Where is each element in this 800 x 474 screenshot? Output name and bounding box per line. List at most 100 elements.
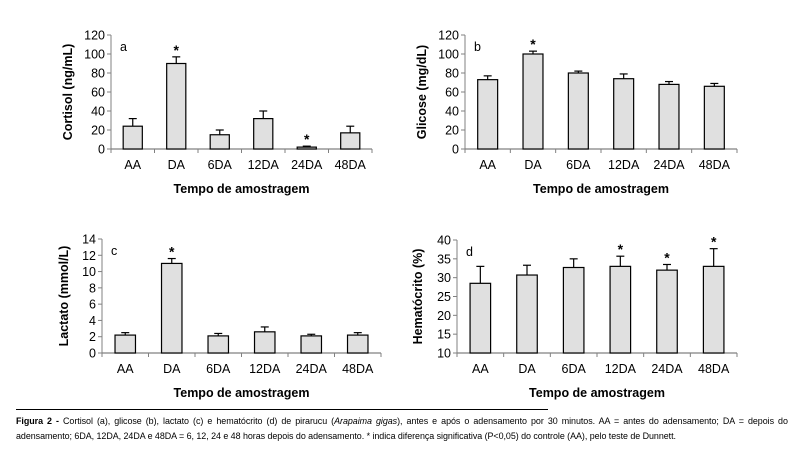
x-tick-label: AA xyxy=(472,362,489,376)
y-tick-label: 40 xyxy=(91,105,105,119)
y-tick-label: 40 xyxy=(445,105,459,119)
x-tick-label: AA xyxy=(124,158,141,172)
y-tick-label: 20 xyxy=(437,309,451,323)
bar-6DA xyxy=(209,134,230,150)
caption-text-1: Cortisol (a), glicose (b), lactato (c) e… xyxy=(58,416,335,427)
y-tick-label: 60 xyxy=(445,86,459,100)
y-tick-label: 0 xyxy=(89,347,96,361)
x-tick-label: 12DA xyxy=(605,362,637,376)
y-tick-label: 14 xyxy=(82,233,96,247)
bar-48DA xyxy=(346,334,369,354)
x-tick-label: 24DA xyxy=(653,158,685,172)
y-tick-label: 10 xyxy=(437,347,451,361)
x-axis-title: Tempo de amostragem xyxy=(174,182,310,196)
bar-6DA xyxy=(562,266,585,354)
x-tick-label: DA xyxy=(518,362,536,376)
chart-panel-b: 0 20 40 60 80 100 120 AA DA * 6DA 12DA 24DA 48DA b Glic… xyxy=(415,29,738,196)
bar-6DA xyxy=(567,72,589,150)
y-tick-label: 80 xyxy=(445,67,459,81)
x-tick-label: 12DA xyxy=(608,158,640,172)
y-tick-label: 100 xyxy=(84,48,105,62)
bar-AA xyxy=(122,125,143,150)
bar-12DA xyxy=(609,265,632,354)
y-tick-label: 60 xyxy=(91,86,105,100)
x-axis-title: Tempo de amostragem xyxy=(529,386,665,400)
chart-panel-c: 0 2 4 6 8 10 12 14 AA DA * 6DA 12DA 24DA 48DA c Lactato … xyxy=(57,233,382,400)
y-tick-label: 8 xyxy=(89,281,96,295)
y-tick-label: 12 xyxy=(82,249,96,263)
y-tick-label: 0 xyxy=(98,143,105,157)
significance-star: * xyxy=(174,42,180,58)
y-tick-label: 100 xyxy=(438,48,459,62)
caption-divider xyxy=(16,409,548,410)
x-tick-label: 6DA xyxy=(566,158,591,172)
bar-48DA xyxy=(702,265,725,354)
y-axis-title: Lactato (mmol/L) xyxy=(57,246,71,347)
bar-DA xyxy=(160,262,183,354)
significance-star: * xyxy=(304,131,310,147)
y-tick-label: 120 xyxy=(84,29,105,43)
figure-caption: Figura 2 - Cortisol (a), glicose (b), la… xyxy=(16,415,788,444)
significance-star: * xyxy=(664,249,670,265)
x-tick-label: 48DA xyxy=(342,362,374,376)
bar-12DA xyxy=(253,117,274,150)
x-tick-label: DA xyxy=(168,158,186,172)
y-tick-label: 0 xyxy=(452,143,459,157)
significance-star: * xyxy=(711,234,717,250)
y-tick-label: 35 xyxy=(437,252,451,266)
significance-star: * xyxy=(530,36,536,52)
x-tick-label: 6DA xyxy=(208,158,233,172)
x-tick-label: 24DA xyxy=(291,158,323,172)
y-tick-label: 10 xyxy=(82,265,96,279)
x-tick-label: 48DA xyxy=(699,158,731,172)
x-tick-label: AA xyxy=(117,362,134,376)
panel-letter: a xyxy=(120,40,127,54)
y-tick-label: 4 xyxy=(89,314,96,328)
x-tick-label: 12DA xyxy=(249,362,281,376)
caption-species: Arapaima gigas xyxy=(334,416,398,427)
x-axis-title: Tempo de amostragem xyxy=(533,182,669,196)
x-axis-title: Tempo de amostragem xyxy=(174,386,310,400)
y-tick-label: 15 xyxy=(437,328,451,342)
x-tick-label: 48DA xyxy=(335,158,367,172)
y-axis-title: Hematócrito (%) xyxy=(411,249,425,345)
panel-letter: c xyxy=(111,244,117,258)
bar-48DA xyxy=(703,85,725,150)
chart-panel-a: 0 20 40 60 80 100 120 AA DA * 6DA 12DA 24DA * 48DA a Cor… xyxy=(61,29,373,196)
y-axis-title: Cortisol (ng/mL) xyxy=(61,44,75,141)
bar-DA xyxy=(522,53,544,150)
y-tick-label: 6 xyxy=(89,298,96,312)
significance-star: * xyxy=(618,241,624,257)
y-tick-label: 25 xyxy=(437,290,451,304)
y-tick-label: 20 xyxy=(91,124,105,138)
y-tick-label: 2 xyxy=(89,330,96,344)
bar-AA xyxy=(114,334,137,354)
x-tick-label: AA xyxy=(479,158,496,172)
y-tick-label: 40 xyxy=(437,234,451,248)
bar-24DA xyxy=(658,83,680,150)
y-tick-label: 80 xyxy=(91,67,105,81)
bar-AA xyxy=(469,282,492,354)
panel-letter: d xyxy=(466,245,473,259)
y-tick-label: 120 xyxy=(438,29,459,43)
x-tick-label: 48DA xyxy=(698,362,730,376)
bar-48DA xyxy=(340,132,361,150)
panel-letter: b xyxy=(474,40,481,54)
y-axis-title: Glicose (mg/dL) xyxy=(415,45,429,139)
bar-6DA xyxy=(207,335,230,354)
significance-star: * xyxy=(169,244,175,260)
bar-12DA xyxy=(253,331,276,354)
y-tick-label: 20 xyxy=(445,124,459,138)
bar-24DA xyxy=(296,146,317,150)
x-tick-label: 24DA xyxy=(296,362,328,376)
x-tick-label: 24DA xyxy=(651,362,683,376)
bar-24DA xyxy=(300,335,323,354)
caption-text-2: ), antes e após o adensamento por 30 min… xyxy=(16,416,788,442)
chart-panel-d: 10 15 20 25 30 35 40 AA DA 6DA 12DA * 24DA * 48DA * d Hem… xyxy=(411,234,738,400)
x-tick-label: 6DA xyxy=(206,362,231,376)
x-tick-label: 6DA xyxy=(562,362,587,376)
bar-12DA xyxy=(613,78,635,150)
y-tick-label: 30 xyxy=(437,271,451,285)
bar-DA xyxy=(166,62,187,150)
